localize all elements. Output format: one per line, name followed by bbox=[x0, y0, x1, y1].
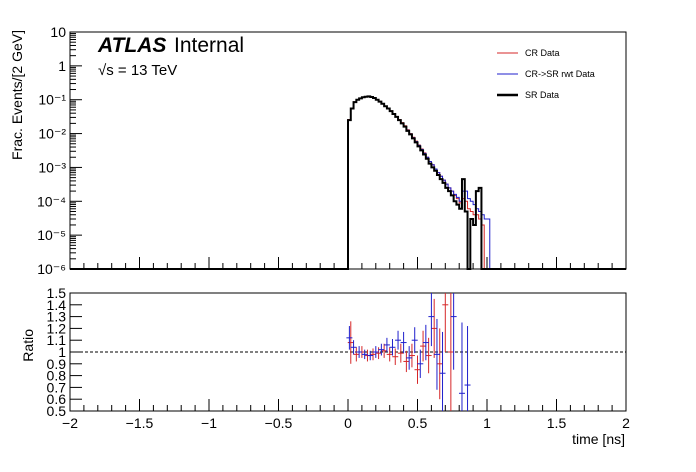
ratio-y-tick-label: 0.5 bbox=[47, 403, 67, 419]
ratio-point bbox=[389, 339, 396, 356]
ratio-y-axis-title: Ratio bbox=[20, 329, 36, 362]
ratio-point bbox=[436, 328, 443, 400]
ratio-panel: 0.50.60.70.80.911.11.21.31.41.5 −2 −1.5 −1… bbox=[47, 285, 631, 431]
ratio-point bbox=[428, 293, 435, 347]
ratio-y-tick-label: 0.7 bbox=[47, 379, 67, 395]
ratio-point bbox=[442, 293, 449, 352]
ratio-point bbox=[375, 347, 382, 360]
ratio-point bbox=[347, 321, 354, 364]
main-series-group bbox=[70, 95, 626, 270]
legend-label-rwt: CR->SR rwt Data bbox=[525, 69, 595, 79]
main-y-tick-label: 10⁻¹ bbox=[38, 92, 66, 108]
ratio-point bbox=[378, 343, 385, 356]
ratio-point bbox=[397, 343, 404, 363]
main-y-ticks: 10⁻⁶ 10⁻⁵ 10⁻⁴ 10⁻³ 10⁻² 10⁻¹ 1 10 bbox=[37, 24, 82, 277]
ratio-point bbox=[447, 293, 454, 411]
ratio-point bbox=[464, 326, 471, 411]
ratio-y-tick-label: 1 bbox=[58, 344, 66, 360]
main-y-axis-title: Frac. Events/[2 GeV] bbox=[9, 30, 25, 160]
ratio-x-tick-label: 1.5 bbox=[547, 415, 567, 431]
ratio-point bbox=[370, 348, 377, 361]
ratio-x-tick-label: −1.5 bbox=[126, 415, 154, 431]
ratio-point bbox=[356, 346, 363, 358]
ratio-point bbox=[414, 355, 421, 384]
atlas-brand: ATLAS bbox=[97, 34, 166, 57]
ratio-point bbox=[383, 337, 390, 352]
main-y-tick-label: 1 bbox=[58, 58, 66, 74]
atlas-energy: √s = 13 TeV bbox=[98, 62, 177, 79]
ratio-y-tick-label: 0.6 bbox=[47, 391, 67, 407]
ratio-point bbox=[433, 318, 440, 390]
ratio-point bbox=[395, 330, 402, 350]
ratio-y-tick-label: 1.2 bbox=[47, 320, 67, 336]
ratio-point bbox=[411, 327, 418, 354]
ratio-point bbox=[458, 322, 465, 411]
ratio-y-tick-label: 0.8 bbox=[47, 368, 67, 384]
ratio-point bbox=[439, 331, 446, 411]
x-axis-title: time [ns] bbox=[572, 431, 625, 447]
ratio-point bbox=[406, 346, 413, 370]
ratio-point bbox=[386, 347, 393, 362]
ratio-point bbox=[381, 343, 388, 358]
ratio-point bbox=[350, 340, 357, 355]
ratio-series-group bbox=[346, 293, 471, 411]
ratio-x-tick-label: 1 bbox=[483, 415, 491, 431]
main-y-tick-label: 10⁻³ bbox=[38, 159, 66, 175]
ratio-point bbox=[420, 330, 427, 362]
ratio-x-ticks: −2 −1.5 −1 −0.5 0 0.5 1 1.5 2 bbox=[62, 399, 630, 431]
main-panel: 10⁻⁶ 10⁻⁵ 10⁻⁴ 10⁻³ 10⁻² 10⁻¹ 1 10 bbox=[37, 24, 627, 277]
main-y-tick-label: 10⁻⁵ bbox=[37, 227, 66, 243]
ratio-x-tick-label: −1 bbox=[201, 415, 217, 431]
main-y-tick-label: 10⁻² bbox=[38, 126, 66, 142]
main-y-tick-label: 10⁻⁶ bbox=[37, 261, 66, 277]
ratio-point bbox=[367, 350, 374, 361]
ratio-point bbox=[431, 298, 438, 358]
ratio-point bbox=[372, 346, 379, 358]
ratio-point bbox=[353, 347, 360, 362]
ratio-point bbox=[400, 331, 407, 354]
ratio-point bbox=[361, 349, 368, 360]
ratio-x-tick-label: 0 bbox=[344, 415, 352, 431]
ratio-point bbox=[425, 337, 432, 374]
ratio-y-tick-label: 1.1 bbox=[47, 332, 67, 348]
ratio-x-tick-label: −0.5 bbox=[265, 415, 293, 431]
ratio-y-tick-label: 1.4 bbox=[47, 297, 67, 313]
ratio-y-tick-label: 1.3 bbox=[47, 309, 67, 325]
ratio-x-tick-label: −2 bbox=[62, 415, 78, 431]
main-y-tick-label: 10⁻⁴ bbox=[37, 193, 66, 209]
main-y-tick-label: 10 bbox=[50, 24, 66, 40]
ratio-point bbox=[450, 293, 457, 370]
legend-label-cr: CR Data bbox=[525, 48, 560, 58]
atlas-status: Internal bbox=[174, 34, 244, 57]
ratio-point bbox=[403, 350, 410, 373]
series-line-sr-data bbox=[70, 95, 626, 270]
ratio-x-tick-label: 0.5 bbox=[408, 415, 428, 431]
ratio-x-tick-label: 2 bbox=[622, 415, 630, 431]
ratio-point bbox=[408, 343, 415, 368]
ratio-point bbox=[392, 348, 399, 365]
ratio-point bbox=[417, 349, 424, 378]
ratio-y-tick-label: 0.9 bbox=[47, 356, 67, 372]
ratio-point bbox=[346, 326, 353, 350]
ratio-y-ticks: 0.50.60.70.80.911.11.21.31.41.5 bbox=[47, 285, 82, 419]
legend-label-sr: SR Data bbox=[525, 90, 559, 100]
ratio-y-tick-label: 1.5 bbox=[47, 285, 67, 301]
legend: CR Data CR->SR rwt Data SR Data bbox=[497, 48, 595, 100]
ratio-point bbox=[422, 324, 429, 361]
